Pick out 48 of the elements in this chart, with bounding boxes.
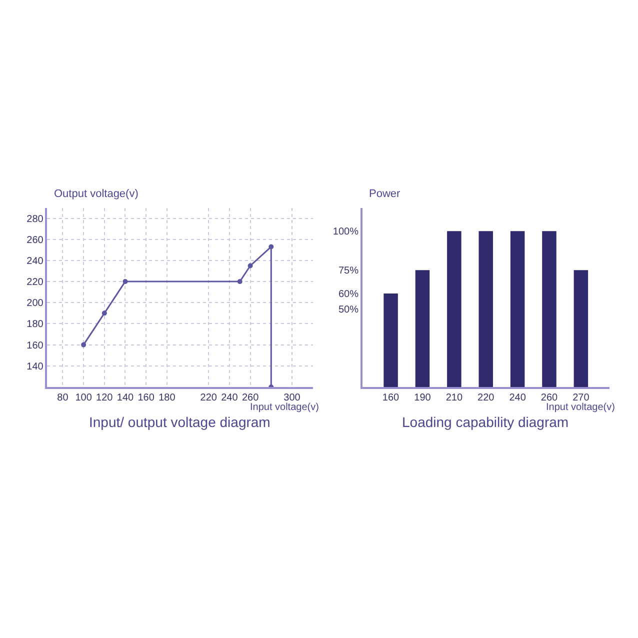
y-axis-title: Power <box>369 188 401 200</box>
point <box>81 342 86 348</box>
point <box>122 279 128 284</box>
bar <box>384 293 398 387</box>
bar <box>447 231 462 387</box>
point <box>248 263 253 268</box>
y-tick-label: 160 <box>26 340 44 352</box>
bar <box>510 231 525 387</box>
bar <box>415 270 430 387</box>
text: Input/ output voltage diagram <box>89 414 270 430</box>
bar <box>542 231 556 387</box>
point <box>102 310 107 316</box>
x-tick-label: 260 <box>540 392 558 404</box>
x-tick-label: 140 <box>116 392 134 404</box>
y-tick-label: 220 <box>26 277 44 288</box>
x-tick-label: 260 <box>242 392 260 404</box>
x-tick-label: 180 <box>158 392 176 404</box>
y-tick-label: 50% <box>338 304 359 316</box>
x-tick-label: 220 <box>200 392 218 404</box>
y-axis-title: Output voltage(v) <box>54 188 138 200</box>
bar <box>478 231 493 387</box>
x-axis-title: Input voltage(v) <box>546 402 615 413</box>
y-tick-label: 200 <box>26 298 44 310</box>
x-tick-label: 190 <box>414 392 432 404</box>
x-tick-label: 240 <box>509 392 526 404</box>
x-axis-title: Input voltage(v) <box>250 402 319 413</box>
x-tick-label: 210 <box>446 392 463 404</box>
bar <box>574 270 588 387</box>
y-tick-label: 140 <box>26 361 44 372</box>
point <box>268 244 274 250</box>
x-tick-label: 300 <box>284 392 301 404</box>
x-tick-label: 80 <box>57 392 69 404</box>
text: Loading capability diagram <box>402 414 569 430</box>
x-tick-label: 160 <box>382 392 400 404</box>
x-tick-label: 220 <box>478 392 495 404</box>
point <box>237 279 242 284</box>
x-tick-label: 120 <box>96 392 114 404</box>
y-tick-label: 75% <box>338 266 359 277</box>
x-tick-label: 160 <box>138 392 155 404</box>
y-tick-label: 180 <box>26 319 44 330</box>
x-tick-label: 240 <box>221 392 238 404</box>
y-tick-label: 260 <box>26 234 44 246</box>
x-tick-label: 270 <box>572 392 590 404</box>
y-tick-label: 240 <box>26 256 44 267</box>
y-tick-label: 280 <box>26 214 44 225</box>
y-tick-label: 100% <box>332 226 359 238</box>
y-tick-label: 60% <box>338 288 359 300</box>
x-tick-label: 100 <box>75 392 92 404</box>
